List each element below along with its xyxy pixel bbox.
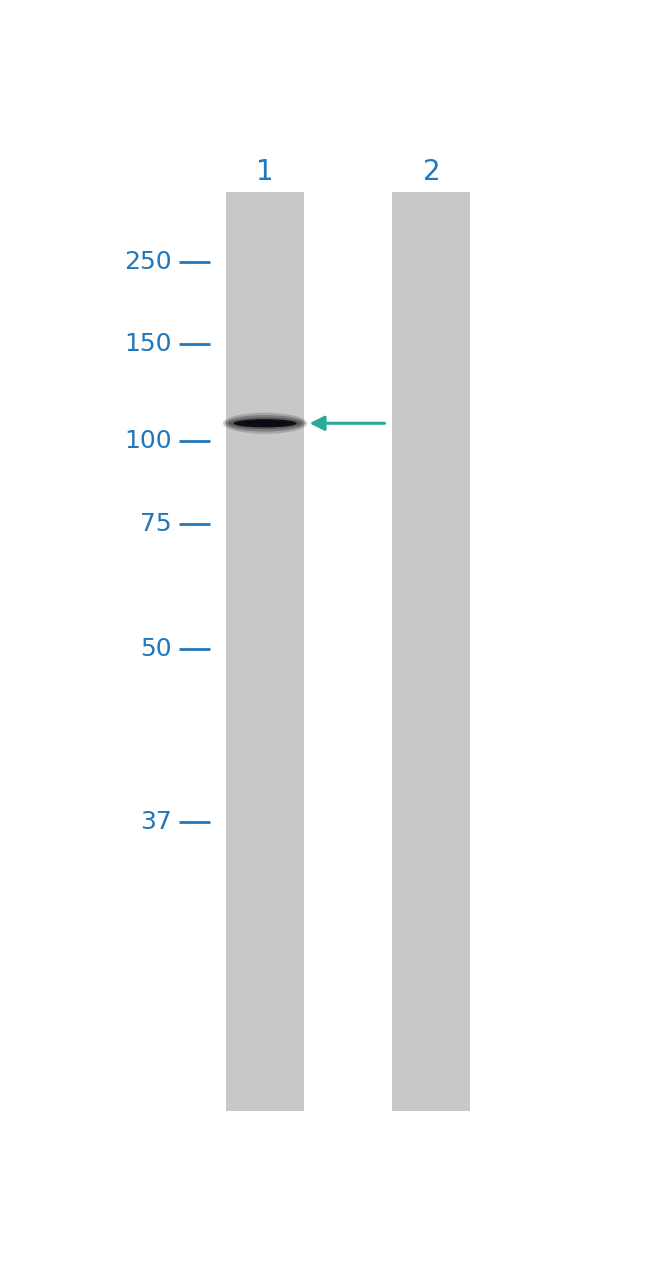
Text: 37: 37 [140, 810, 172, 834]
Ellipse shape [223, 413, 307, 434]
Text: 1: 1 [256, 157, 274, 185]
Text: 100: 100 [124, 429, 172, 453]
Text: 250: 250 [124, 250, 172, 274]
Bar [393, 192, 471, 1111]
Ellipse shape [233, 419, 297, 428]
Text: 50: 50 [140, 638, 172, 662]
Bar [226, 192, 304, 1111]
Text: 75: 75 [140, 512, 172, 536]
Ellipse shape [225, 415, 305, 432]
Text: 2: 2 [422, 157, 440, 185]
Ellipse shape [228, 418, 302, 429]
Ellipse shape [246, 420, 284, 425]
Text: 150: 150 [124, 331, 172, 356]
